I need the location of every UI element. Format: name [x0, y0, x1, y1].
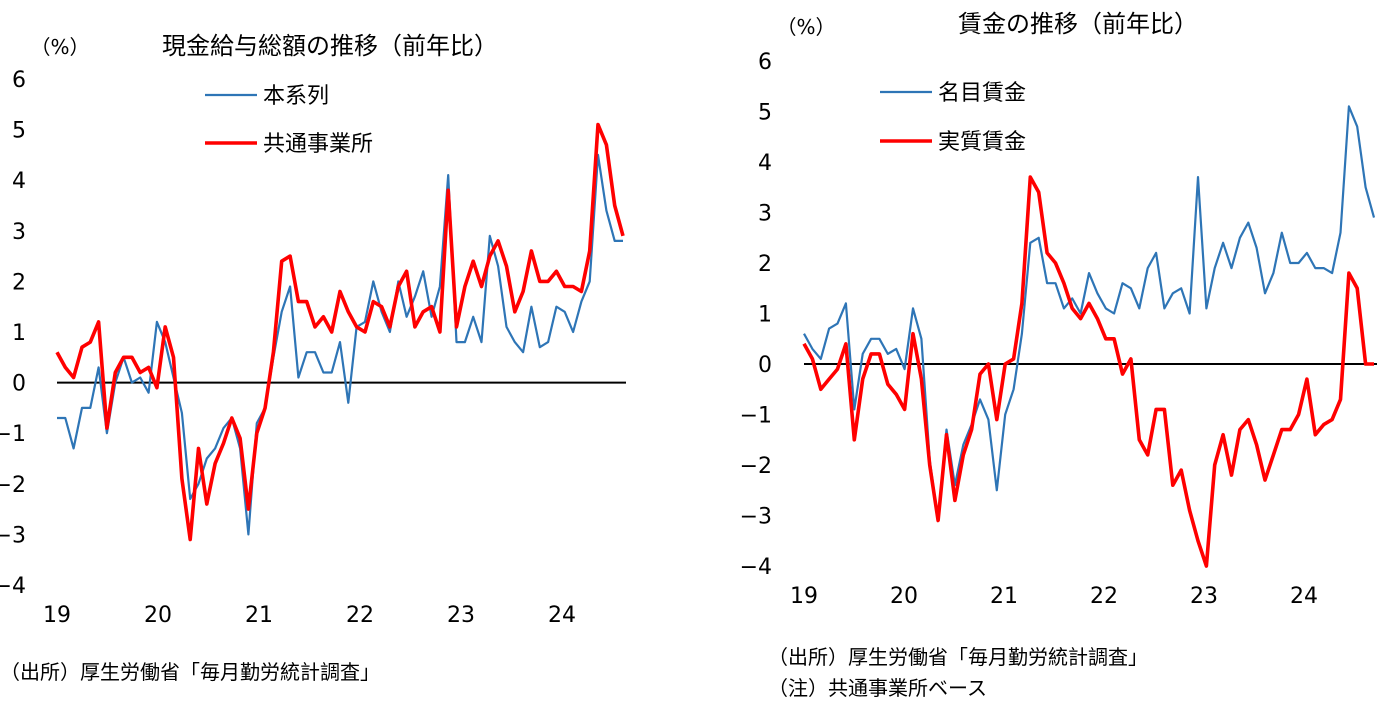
left-x-tick-label: 19 [43, 603, 71, 628]
left-y-tick-label: −1 [0, 422, 26, 447]
right-series-line-1 [803, 105, 1376, 522]
left-legend-label-1: 本系列 [263, 84, 329, 109]
left-y-tick-label: 6 [12, 68, 26, 93]
right-y-tick-label: 0 [758, 353, 772, 378]
left-chart-title: 現金給与総額の推移（前年比） [162, 32, 498, 60]
left-y-tick-label: −4 [0, 574, 26, 599]
left-y-tick-label: 4 [12, 169, 26, 194]
source-note-left: （出所）厚生労働省「毎月勤労統計調査」 [0, 660, 380, 684]
right-x-tick-label: 21 [990, 584, 1018, 609]
footnote-right: （注）共通事業所ベース [768, 676, 987, 700]
left-x-tick-label: 23 [447, 603, 475, 628]
right-series-line-2 [802, 175, 1374, 568]
left-y-tick-label: 0 [12, 372, 26, 397]
right-y-tick-label: 2 [758, 252, 772, 277]
right-legend-label-1: 名目賃金 [938, 81, 1026, 106]
right-y-tick-label: 4 [758, 151, 772, 176]
left-legend-label-2: 共通事業所 [263, 132, 373, 157]
left-y-tick-label: 3 [12, 220, 26, 245]
right-chart-title: 賃金の推移（前年比） [958, 10, 1198, 38]
right-y-tick-label: 3 [758, 202, 772, 227]
right-x-tick-label: 23 [1190, 584, 1218, 609]
left-x-tick-label: 21 [245, 603, 273, 628]
left-x-tick-label: 20 [144, 603, 172, 628]
left-x-tick-label: 22 [346, 603, 374, 628]
right-y-tick-label: −4 [740, 555, 772, 580]
right-y-tick-label: 1 [758, 303, 772, 328]
left-y-tick-label: −2 [0, 473, 26, 498]
right-y-tick-label: −2 [740, 454, 772, 479]
right-y-tick-label: 6 [758, 50, 772, 75]
left-series-line-1 [57, 153, 623, 536]
left-y-tick-label: −3 [0, 523, 26, 548]
right-legend-label-2: 実質賃金 [938, 130, 1026, 155]
right-y-tick-label: −1 [740, 404, 772, 429]
left-y-tick-label: 1 [12, 321, 26, 346]
left-series-line-2 [55, 122, 625, 542]
left-y-tick-label: 2 [12, 270, 26, 295]
right-x-tick-label: 19 [790, 584, 818, 609]
right-x-tick-label: 22 [1090, 584, 1118, 609]
source-note-right: （出所）厚生労働省「毎月勤労統計調査」 [768, 645, 1148, 669]
right-y-tick-label: −3 [740, 505, 772, 530]
left-x-tick-label: 24 [548, 603, 576, 628]
right-x-tick-label: 24 [1290, 584, 1318, 609]
right-unit-label: （%） [776, 15, 835, 39]
left-y-tick-label: 5 [12, 119, 26, 144]
right-x-tick-label: 20 [890, 584, 918, 609]
left-unit-label: （%） [30, 35, 89, 59]
right-y-tick-label: 5 [758, 101, 772, 126]
